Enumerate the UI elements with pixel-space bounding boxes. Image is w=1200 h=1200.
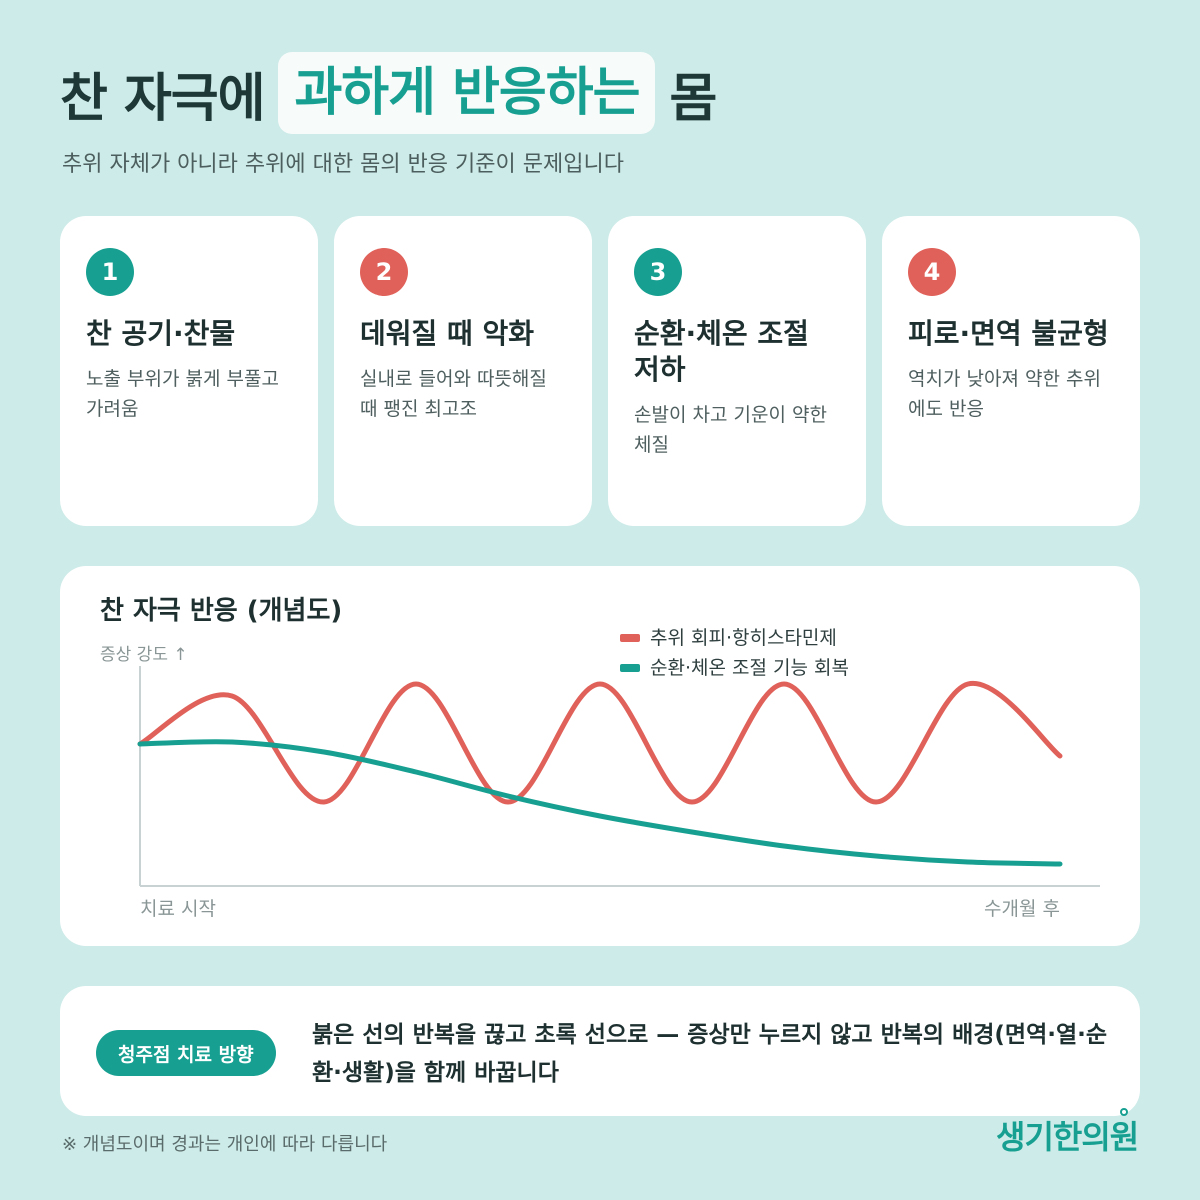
logo-dot-icon xyxy=(1120,1108,1128,1116)
concept-chart: 증상 강도 ↑ 치료 시작 수개월 후 추위 회피·항히스타민제 순환·체온 조… xyxy=(100,627,1100,920)
title-highlight: 과하게 반응하는 xyxy=(278,52,656,134)
card-description: 실내로 들어와 따뜻해질 때 팽진 최고조 xyxy=(360,368,547,420)
card-title: 찬 공기·찬물 xyxy=(86,317,236,350)
card-number-badge: 4 xyxy=(908,248,956,296)
page-subtitle: 추위 자체가 아니라 추위에 대한 몸의 반응 기준이 문제입니다 xyxy=(62,152,624,177)
footnote: ※ 개념도이며 경과는 개인에 따라 다릅니다 xyxy=(62,1134,388,1155)
card-title: 데워질 때 악화 xyxy=(360,317,535,350)
y-axis-label: 증상 강도 ↑ xyxy=(100,645,188,665)
series-layer xyxy=(137,681,1063,867)
card-description: 손발이 차고 기운이 약한 체질 xyxy=(634,404,827,456)
clinic-logo: 생기한의원 xyxy=(996,1118,1139,1156)
legend-swatch-red xyxy=(620,634,640,642)
legend-label-teal: 순환·체온 조절 기능 회복 xyxy=(650,657,849,679)
legend-label-red: 추위 회피·항히스타민제 xyxy=(650,627,837,649)
card-4: 4 피로·면역 불균형 역치가 낮아져 약한 추위에도 반응 xyxy=(882,216,1140,526)
card-2: 2 데워질 때 악화 실내로 들어와 따뜻해질 때 팽진 최고조 xyxy=(334,216,592,526)
card-title: 피로·면역 불균형 xyxy=(908,317,1109,350)
series-line-1 xyxy=(137,739,1063,867)
treatment-description: 붉은 선의 반복을 끊고 초록 선으로 — 증상만 누르지 않고 반복의 배경(… xyxy=(312,1022,1108,1086)
card-title: 순환·체온 조절 저하 xyxy=(634,317,809,386)
chart-panel: 찬 자극 반응 (개념도) 증상 강도 ↑ 치료 시작 수개월 후 추위 회피·… xyxy=(60,566,1140,946)
chart-title: 찬 자극 반응 (개념도) xyxy=(100,596,343,626)
legend-swatch-teal xyxy=(620,664,640,672)
card-3: 3 순환·체온 조절 저하 손발이 차고 기운이 약한 체질 xyxy=(608,216,866,526)
title-post: 몸 xyxy=(669,68,717,129)
series-line-0 xyxy=(137,681,1063,805)
treatment-pill-badge: 청주점 치료 방향 xyxy=(96,1030,276,1076)
card-number-badge: 2 xyxy=(360,248,408,296)
card-1: 1 찬 공기·찬물 노출 부위가 붉게 부풀고 가려움 xyxy=(60,216,318,526)
card-description: 노출 부위가 붉게 부풀고 가려움 xyxy=(86,368,279,420)
card-number-badge: 3 xyxy=(634,248,682,296)
card-description: 역치가 낮아져 약한 추위에도 반응 xyxy=(908,368,1101,420)
x-end-label: 수개월 후 xyxy=(984,898,1060,920)
symptom-cards: 1 찬 공기·찬물 노출 부위가 붉게 부풀고 가려움 2 데워질 때 악화 실… xyxy=(60,216,1140,526)
card-number-badge: 1 xyxy=(86,248,134,296)
title-pre: 찬 자극에 xyxy=(60,68,265,129)
x-start-label: 치료 시작 xyxy=(140,898,216,920)
treatment-direction-panel: 청주점 치료 방향 붉은 선의 반복을 끊고 초록 선으로 — 증상만 누르지 … xyxy=(60,986,1140,1116)
page-title: 찬 자극에 과하게 반응하는 몸 xyxy=(60,52,717,134)
